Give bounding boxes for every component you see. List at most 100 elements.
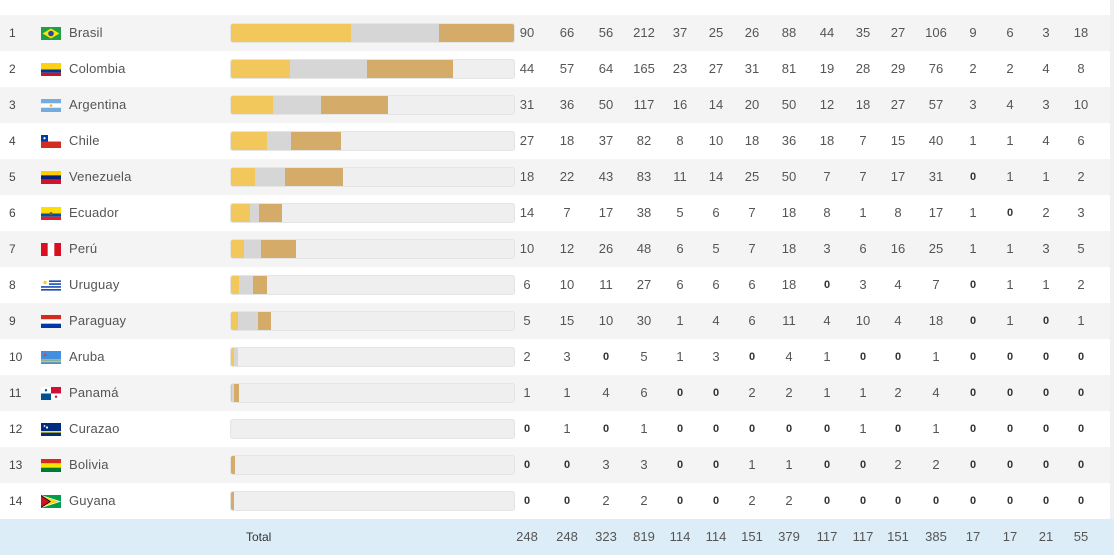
value-cell: 2 <box>1042 205 1050 220</box>
value-cell: 8 <box>676 133 684 148</box>
value-cell: 0 <box>1006 495 1014 507</box>
table-row[interactable]: 9 Paraguay 5 15 10 30 1 4 6 11 4 10 4 18 0 1 0 1 <box>0 303 1114 339</box>
value-cell: 18 <box>559 133 575 148</box>
value-cell: 18 <box>819 133 835 148</box>
total-cell: 21 <box>1038 529 1054 544</box>
value-cell: 8 <box>1077 61 1085 76</box>
value-cell: 0 <box>712 495 720 507</box>
value-cell: 10 <box>519 241 535 256</box>
value-cell: 0 <box>969 495 977 507</box>
silver-segment <box>232 384 234 402</box>
value-cell: 2 <box>894 385 902 400</box>
medal-bar <box>230 239 515 259</box>
value-cell: 0 <box>823 279 831 291</box>
value-cell: 6 <box>1077 133 1085 148</box>
gold-segment <box>231 348 234 366</box>
medal-bar <box>230 131 515 151</box>
value-cell: 5 <box>712 241 720 256</box>
total-cell: 114 <box>705 529 727 544</box>
value-cell: 0 <box>894 351 902 363</box>
table-row[interactable]: 5 Venezuela 18 22 43 83 11 14 25 50 7 7 17 31 0 1 1 2 <box>0 159 1114 195</box>
value-cell: 3 <box>859 277 867 292</box>
value-cell: 4 <box>712 313 720 328</box>
table-row[interactable]: 11 Panamá 1 1 4 6 0 0 2 2 1 1 2 4 0 0 0 0 <box>0 375 1114 411</box>
value-cell: 17 <box>598 205 614 220</box>
value-cell: 1 <box>932 349 940 364</box>
value-cell: 1 <box>1006 313 1014 328</box>
silver-segment <box>267 132 292 150</box>
value-cell: 14 <box>708 97 724 112</box>
table-row[interactable]: 10 Aruba 2 3 0 5 1 3 0 4 1 0 0 1 0 0 0 0 <box>0 339 1114 375</box>
table-row[interactable]: 4 Chile 27 18 37 82 8 10 18 36 18 7 15 40 1 1 4 6 <box>0 123 1114 159</box>
value-cell: 0 <box>748 423 756 435</box>
scrollbar[interactable] <box>1110 0 1114 519</box>
value-cell: 0 <box>1042 423 1050 435</box>
value-cell: 0 <box>1042 459 1050 471</box>
value-cell: 18 <box>928 313 944 328</box>
value-cell: 5 <box>640 349 648 364</box>
silver-segment <box>272 96 322 114</box>
value-cell: 1 <box>1077 313 1085 328</box>
value-cell: 117 <box>633 97 655 112</box>
table-row[interactable]: 1 Brasil 90 66 56 212 37 25 26 88 44 35 27 106 9 6 3 18 <box>0 15 1114 51</box>
table-row[interactable]: 8 Uruguay 6 10 11 27 6 6 6 18 0 3 4 7 0 1 1 2 <box>0 267 1114 303</box>
value-cell: 106 <box>925 25 947 40</box>
total-cell: 17 <box>965 529 981 544</box>
value-cell: 0 <box>1042 387 1050 399</box>
country-name: Uruguay <box>69 277 120 292</box>
guyana-flag-icon <box>41 495 61 508</box>
value-cell: 5 <box>1077 241 1085 256</box>
value-cell: 27 <box>890 25 906 40</box>
value-cell: 28 <box>855 61 871 76</box>
total-cell: 151 <box>887 529 909 544</box>
value-cell: 2 <box>523 349 531 364</box>
value-cell: 36 <box>559 97 575 112</box>
gold-segment <box>231 240 245 258</box>
silver-segment <box>255 168 285 186</box>
value-cell: 4 <box>1042 61 1050 76</box>
value-cell: 4 <box>602 385 610 400</box>
value-cell: 18 <box>781 205 797 220</box>
value-cell: 2 <box>602 493 610 508</box>
value-cell: 1 <box>1006 133 1014 148</box>
value-cell: 3 <box>712 349 720 364</box>
value-cell: 2 <box>932 457 940 472</box>
value-cell: 0 <box>1077 351 1085 363</box>
value-cell: 16 <box>672 97 688 112</box>
value-cell: 6 <box>712 277 720 292</box>
table-row[interactable]: 6 Ecuador 14 7 17 38 5 6 7 18 8 1 8 17 1 0 2 3 <box>0 195 1114 231</box>
value-cell: 0 <box>602 351 610 363</box>
bronze-segment <box>257 312 272 330</box>
table-row[interactable]: 3 Argentina 31 36 50 117 16 14 20 50 12 18 27 57 3 4 3 10 <box>0 87 1114 123</box>
total-cell: 151 <box>741 529 763 544</box>
value-cell: 0 <box>676 423 684 435</box>
table-row[interactable]: 12 Curazao 0 1 0 1 0 0 0 0 0 1 0 1 0 0 0 0 <box>0 411 1114 447</box>
value-cell: 0 <box>1006 423 1014 435</box>
table-row[interactable]: 2 Colombia 44 57 64 165 23 27 31 81 19 28 29 76 2 2 4 8 <box>0 51 1114 87</box>
table-row[interactable]: 14 Guyana 0 0 2 2 0 0 2 2 0 0 0 0 0 0 0 0 <box>0 483 1114 519</box>
value-cell: 2 <box>1006 61 1014 76</box>
medal-bar <box>230 491 515 511</box>
value-cell: 0 <box>1006 459 1014 471</box>
rank-number: 6 <box>9 206 16 220</box>
value-cell: 0 <box>859 459 867 471</box>
total-cell: 385 <box>925 529 947 544</box>
value-cell: 0 <box>969 459 977 471</box>
value-cell: 57 <box>559 61 575 76</box>
rank-number: 10 <box>9 350 23 364</box>
medal-bar <box>230 95 515 115</box>
table-row[interactable]: 13 Bolivia 0 0 3 3 0 0 1 1 0 0 2 2 0 0 0 0 <box>0 447 1114 483</box>
country-name: Bolivia <box>69 457 109 472</box>
value-cell: 6 <box>859 241 867 256</box>
value-cell: 1 <box>676 313 684 328</box>
value-cell: 35 <box>855 25 871 40</box>
total-cell: 248 <box>556 529 578 544</box>
table-row[interactable]: 7 Perú 10 12 26 48 6 5 7 18 3 6 16 25 1 1 3 5 <box>0 231 1114 267</box>
country-name: Ecuador <box>69 205 119 220</box>
value-cell: 0 <box>823 495 831 507</box>
value-cell: 4 <box>1006 97 1014 112</box>
value-cell: 2 <box>748 385 756 400</box>
value-cell: 0 <box>969 423 977 435</box>
value-cell: 2 <box>894 457 902 472</box>
